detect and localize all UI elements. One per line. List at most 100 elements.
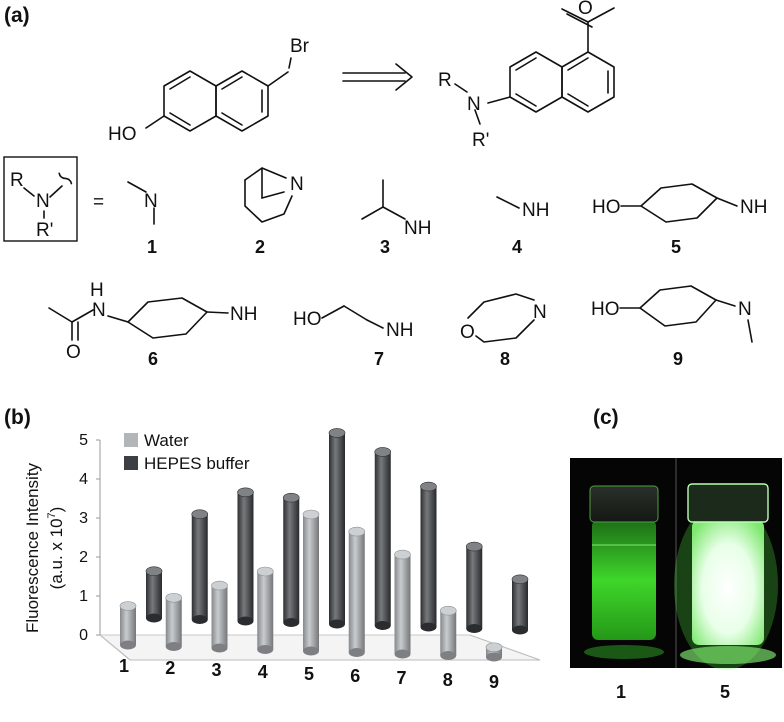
amine-5-structure: HO NH <box>592 183 767 223</box>
bar-water-6 <box>348 526 366 657</box>
y-tick-labels: 0 1 2 3 4 5 <box>79 432 100 644</box>
bar-water-7 <box>394 549 411 659</box>
bar-hepes-5 <box>328 428 346 629</box>
amine-number-3: 3 <box>380 237 390 257</box>
amine-6-o: O <box>66 342 81 363</box>
x-label-1: 1 <box>119 656 129 676</box>
bromonaphthol-structure: Br HO <box>108 36 310 145</box>
amine-9-ho: HO <box>591 299 620 320</box>
bar-hepes-4 <box>282 492 300 627</box>
amine-definition-box: R N R' <box>3 156 78 242</box>
amine-2-n: N <box>290 174 304 195</box>
legend-label-hepes: HEPES buffer <box>144 454 250 473</box>
amine-9-structure: HO N <box>591 285 753 343</box>
amine-6-structure: O H N NH <box>48 280 257 363</box>
bar-hepes-6 <box>374 447 392 630</box>
amine-1-n: N <box>144 191 158 212</box>
legend-label-water: Water <box>144 431 189 450</box>
panel-label-b: (b) <box>4 406 31 429</box>
vial-1 <box>584 485 664 659</box>
amine-number-6: 6 <box>148 349 158 369</box>
amine-7-ho: HO <box>293 309 322 330</box>
amine-4-nh: NH <box>522 200 549 221</box>
box-n-label: N <box>36 191 50 212</box>
y-tick-3: 3 <box>79 510 88 527</box>
fluorescence-bar-chart: 0 1 2 3 4 5 1 2 3 4 5 6 7 8 9 Fluorescence Intensity … <box>23 428 541 692</box>
bar-hepes-2 <box>191 509 209 624</box>
amine-3-structure: NH <box>361 179 431 239</box>
carbonyl-oxygen: O <box>578 0 593 19</box>
amine-number-5: 5 <box>671 237 681 257</box>
vial-label-5: 5 <box>720 682 730 702</box>
y-tick-5: 5 <box>79 432 88 449</box>
vial-label-1: 1 <box>616 682 626 702</box>
x-label-5: 5 <box>304 664 314 684</box>
amine-8-n: N <box>533 302 547 323</box>
bar-water-4 <box>256 566 274 654</box>
y-axis-title-line2: (a.u. x 107) <box>46 507 66 590</box>
box-r-prime-label: R' <box>36 220 53 241</box>
box-r-label: R <box>10 170 24 191</box>
amine-5-ho: HO <box>592 197 621 218</box>
x-label-3: 3 <box>211 660 221 680</box>
bar-water-8 <box>439 605 457 660</box>
amine-7-nh: NH <box>386 320 413 341</box>
bar-water-2 <box>165 592 183 651</box>
y-tick-4: 4 <box>79 471 88 488</box>
amine-7-structure: HO NH <box>293 305 413 341</box>
bars <box>119 428 529 662</box>
amine-6-n: N <box>92 300 106 321</box>
bar-hepes-1 <box>145 566 163 623</box>
x-label-9: 9 <box>489 672 499 692</box>
hydroxy-label: HO <box>108 124 137 145</box>
amine-6-nh: NH <box>230 304 257 325</box>
amine-5-nh: NH <box>740 197 767 218</box>
amine-number-7: 7 <box>374 349 384 369</box>
amine-4-structure: NH <box>496 196 549 221</box>
bar-hepes-9 <box>511 574 529 635</box>
retrosynthesis-arrow <box>342 63 413 91</box>
x-label-8: 8 <box>443 670 453 690</box>
amine-number-8: 8 <box>500 349 510 369</box>
amine-number-2: 2 <box>255 237 265 257</box>
product-nitrogen: N <box>467 94 481 115</box>
amine-2-structure: N <box>244 167 304 223</box>
x-label-6: 6 <box>350 666 360 686</box>
y-tick-2: 2 <box>79 549 88 566</box>
y-tick-0: 0 <box>79 627 88 644</box>
bar-hepes-7 <box>420 481 437 632</box>
panel-label-a: (a) <box>4 4 30 27</box>
amine-8-o: O <box>460 322 475 343</box>
x-category-labels: 1 2 3 4 5 6 7 8 9 <box>119 656 499 692</box>
bar-hepes-3 <box>237 487 254 626</box>
amine-1-structure: N <box>127 181 158 225</box>
bar-water-9 <box>485 642 503 662</box>
bromine-label: Br <box>290 36 310 57</box>
legend-swatch-water <box>124 433 138 447</box>
equals-sign: = <box>93 192 104 213</box>
amine-number-9: 9 <box>673 349 683 369</box>
legend-swatch-hepes <box>124 456 138 470</box>
product-r-prime-label: R' <box>472 130 489 151</box>
amine-3-nh: NH <box>404 218 431 239</box>
amine-6-h: H <box>90 280 104 301</box>
x-label-7: 7 <box>396 668 406 688</box>
x-label-2: 2 <box>165 658 175 678</box>
bar-hepes-8 <box>465 541 483 633</box>
product-structure: N R R' <box>438 7 615 151</box>
vial-photo <box>570 458 782 670</box>
bar-water-3 <box>211 580 228 653</box>
x-label-4: 4 <box>258 662 268 682</box>
legend: Water HEPES buffer <box>124 431 250 473</box>
bar-water-1 <box>119 601 137 650</box>
amine-number-4: 4 <box>512 237 522 257</box>
bar-water-5 <box>302 509 320 656</box>
y-axis-title-line1: Fluorescence Intensity <box>23 462 42 633</box>
amine-number-1: 1 <box>147 237 157 257</box>
y-axis-title: Fluorescence Intensity (a.u. x 107) <box>23 462 66 633</box>
panel-label-c: (c) <box>593 406 619 429</box>
y-tick-1: 1 <box>79 588 88 605</box>
amine-8-structure: N O <box>460 293 547 343</box>
vial-5 <box>674 483 778 670</box>
